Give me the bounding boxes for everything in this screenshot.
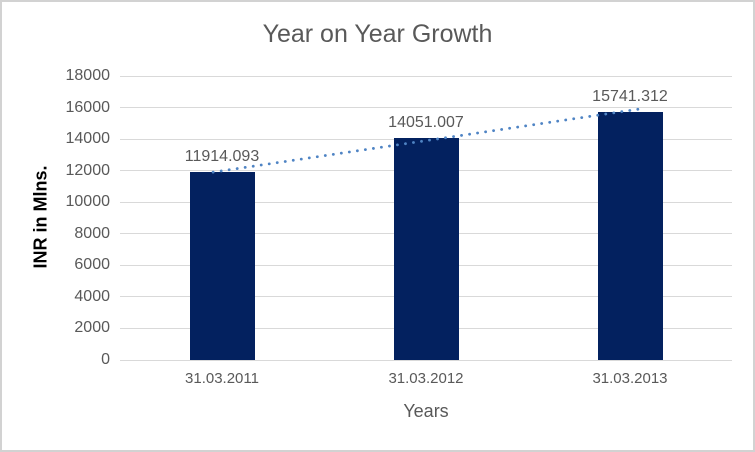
bar-data-label: 14051.007 [388,114,464,132]
trendline [211,107,644,174]
bar [393,138,459,360]
y-tick-label: 18000 [65,67,111,84]
bar [189,172,255,360]
gridline [120,107,732,109]
x-tick-label: 31.03.2013 [592,370,668,387]
y-tick-label: 8000 [74,224,110,242]
gridline [120,359,732,361]
bar [597,111,663,360]
y-tick-label: 2000 [74,319,110,337]
y-tick-label: 10000 [65,193,111,211]
y-tick-label: 4000 [74,287,110,305]
trendline-dotted-segment [211,107,644,174]
x-axis-title: Years [403,401,449,421]
y-tick-label: 12000 [65,161,111,179]
y-tick-label: 16000 [65,98,111,116]
y-tick-label: 0 [101,351,110,368]
y-axis-tick-labels: 0 2000 4000 6000 8000 10000 12000 14000 16000 180… [2,67,111,368]
x-tick-label: 31.03.2011 [185,370,259,387]
x-axis-tick-labels: 31.03.2011 31.03.2012 31.03.2013 [120,370,732,390]
bar-data-label: 11914.093 [184,148,260,166]
x-tick-label: 31.03.2012 [388,370,464,387]
chart-title: Year on Year Growth [262,20,493,48]
gridline [120,75,732,77]
plot-area: 11914.093 14051.007 15741.312 [120,75,732,361]
y-tick-label: 14000 [65,130,111,148]
y-tick-label: 6000 [74,256,110,274]
bar-data-label: 15741.312 [592,87,668,105]
